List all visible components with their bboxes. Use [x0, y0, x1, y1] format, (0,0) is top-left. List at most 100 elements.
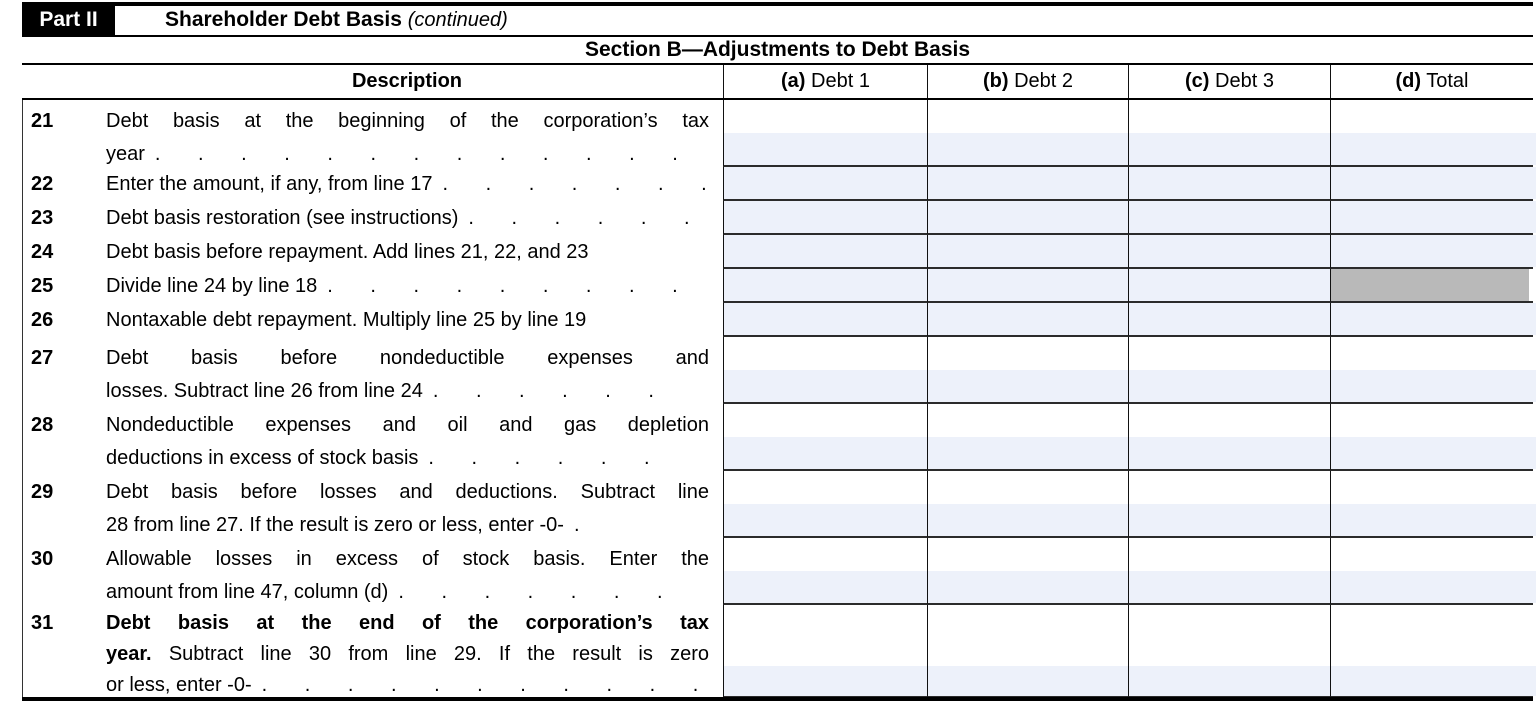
field-26-b[interactable]	[928, 303, 1128, 335]
line-number-24: 24	[31, 241, 54, 263]
cell-29-d	[1330, 471, 1536, 538]
cell-29-b	[927, 471, 1128, 538]
section-title: Section B—Adjustments to Debt Basis	[584, 38, 971, 61]
field-23-a[interactable]	[724, 201, 927, 233]
dot-leader: . . . . . .	[428, 447, 650, 469]
column-label-b: Debt 2	[1014, 70, 1074, 92]
field-23-d[interactable]	[1331, 201, 1536, 233]
cell-24-d	[1330, 235, 1536, 269]
table-bottom-rule	[22, 697, 1533, 701]
column-label-a: Debt 1	[811, 70, 870, 92]
field-31-c[interactable]	[1129, 666, 1330, 696]
cell-25-c	[1128, 269, 1330, 303]
column-header-c: (c) Debt 3	[1128, 65, 1330, 98]
field-22-a[interactable]	[724, 167, 927, 199]
field-27-b[interactable]	[928, 370, 1128, 402]
field-21-d[interactable]	[1331, 133, 1536, 165]
cell-27-a	[723, 337, 927, 404]
field-28-a[interactable]	[724, 437, 927, 469]
column-label-c: Debt 3	[1215, 70, 1274, 92]
description-column-header: Description	[351, 70, 463, 92]
cell-26-c	[1128, 303, 1330, 337]
field-26-c[interactable]	[1129, 303, 1330, 335]
field-21-c[interactable]	[1129, 133, 1330, 165]
row-26-text: Nontaxable debt repayment. Multiply line…	[106, 309, 587, 331]
row-22-text: Enter the amount, if any, from line 17	[106, 173, 433, 195]
field-31-b[interactable]	[928, 666, 1128, 696]
field-22-d[interactable]	[1331, 167, 1536, 199]
field-26-d[interactable]	[1331, 303, 1536, 335]
field-31-a[interactable]	[724, 666, 927, 696]
row-30-text-line2: amount from line 47, column (d)	[106, 581, 389, 603]
field-24-b[interactable]	[928, 235, 1128, 267]
dot-leader: . . . . . .	[468, 207, 690, 229]
field-24-d[interactable]	[1331, 235, 1536, 267]
cell-31-d	[1330, 605, 1536, 698]
row-23-description: 23 Debt basis restoration (see instructi…	[22, 201, 723, 235]
dot-leader: . . . . . .	[432, 380, 654, 402]
field-29-a[interactable]	[724, 504, 927, 536]
field-28-c[interactable]	[1129, 437, 1330, 469]
field-27-a[interactable]	[724, 370, 927, 402]
table-row-31: 31 Debt basis at the end of the corporat…	[22, 605, 1536, 698]
line-number-22: 22	[31, 173, 54, 195]
field-23-b[interactable]	[928, 201, 1128, 233]
dot-leader: . . . . . . . . . .	[327, 275, 709, 297]
column-letter-b: (b)	[982, 70, 1009, 92]
part-bar-bottom-rule	[22, 34, 1533, 37]
field-30-d[interactable]	[1331, 571, 1536, 603]
table-row-28: 28 Nondeductible expenses and oil and ga…	[22, 404, 1536, 471]
field-21-a[interactable]	[724, 133, 927, 165]
field-23-c[interactable]	[1129, 201, 1330, 233]
line-number-29: 29	[31, 481, 54, 503]
field-30-b[interactable]	[928, 571, 1128, 603]
field-25-c[interactable]	[1129, 269, 1330, 301]
dot-leader: .	[573, 514, 580, 536]
cell-26-b	[927, 303, 1128, 337]
field-24-a[interactable]	[724, 235, 927, 267]
field-30-c[interactable]	[1129, 571, 1330, 603]
field-22-b[interactable]	[928, 167, 1128, 199]
field-25-b[interactable]	[928, 269, 1128, 301]
field-29-b[interactable]	[928, 504, 1128, 536]
cell-21-b	[927, 100, 1128, 167]
cell-26-d	[1330, 303, 1536, 337]
row-21-description: 21 Debt basis at the beginning of the co…	[22, 100, 723, 167]
row-28-text-line1: Nondeductible expenses and oil and gas d…	[106, 414, 709, 436]
table-header-row: Description (a) Debt 1 (b) Debt 2 (c) De…	[22, 63, 1533, 100]
field-22-c[interactable]	[1129, 167, 1330, 199]
dot-leader: . . . . . . . . . . . . .	[261, 674, 709, 696]
field-30-a[interactable]	[724, 571, 927, 603]
row-27-text-line2: losses. Subtract line 26 from line 24	[106, 380, 423, 402]
field-21-b[interactable]	[928, 133, 1128, 165]
cell-21-a	[723, 100, 927, 167]
table-row-30: 30 Allowable losses in excess of stock b…	[22, 538, 1536, 605]
cell-30-a	[723, 538, 927, 605]
row-27-description: 27 Debt basis before nondeductible expen…	[22, 337, 723, 404]
line-number-25: 25	[31, 275, 54, 297]
field-27-c[interactable]	[1129, 370, 1330, 402]
table-row-22: 22 Enter the amount, if any, from line 1…	[22, 167, 1536, 201]
row-28-description: 28 Nondeductible expenses and oil and ga…	[22, 404, 723, 471]
cell-31-b	[927, 605, 1128, 698]
column-label-d: Total	[1426, 70, 1469, 92]
field-24-c[interactable]	[1129, 235, 1330, 267]
line-number-28: 28	[31, 414, 54, 436]
field-25-a[interactable]	[724, 269, 927, 301]
column-header-d: (d) Total	[1330, 65, 1533, 98]
cell-28-d	[1330, 404, 1536, 471]
field-28-b[interactable]	[928, 437, 1128, 469]
cell-30-d	[1330, 538, 1536, 605]
field-27-d[interactable]	[1331, 370, 1536, 402]
cell-24-b	[927, 235, 1128, 269]
row-29-text-line1: Debt basis before losses and deductions.…	[106, 481, 709, 503]
field-29-d[interactable]	[1331, 504, 1536, 536]
field-28-d[interactable]	[1331, 437, 1536, 469]
field-31-d[interactable]	[1331, 666, 1536, 696]
row-25-description: 25 Divide line 24 by line 18 . . . . . . …	[22, 269, 723, 303]
column-header-b: (b) Debt 2	[927, 65, 1128, 98]
field-29-c[interactable]	[1129, 504, 1330, 536]
cell-25-d	[1330, 269, 1533, 303]
field-26-a[interactable]	[724, 303, 927, 335]
dot-leader	[586, 303, 709, 337]
